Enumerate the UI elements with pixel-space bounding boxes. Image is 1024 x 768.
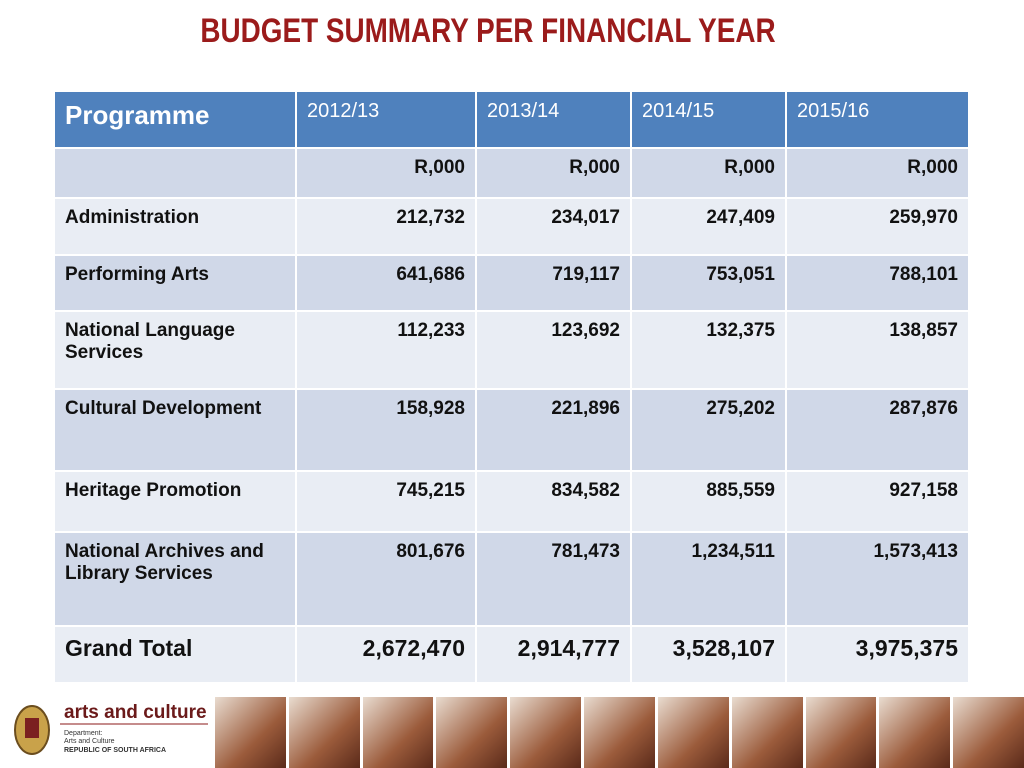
value-cell: 158,928 (295, 388, 477, 472)
table-row: Grand Total 2,672,470 2,914,777 3,528,107 3,… (53, 625, 970, 684)
value-cell: 259,970 (785, 197, 970, 256)
value-cell: 801,676 (295, 531, 477, 627)
photo (657, 697, 729, 768)
label-cell: Cultural Development (53, 388, 297, 472)
value-cell: 753,051 (630, 254, 787, 312)
header-cell: 2012/13 (295, 90, 477, 149)
value-cell: 3,528,107 (630, 625, 787, 684)
value-cell: 927,158 (785, 470, 970, 533)
label-cell: Administration (53, 197, 297, 256)
value-cell: 112,233 (295, 310, 477, 390)
label-cell: Performing Arts (53, 254, 297, 312)
table-row: Heritage Promotion 745,215 834,582 885,559 9… (53, 470, 970, 533)
table-row: National Language Services 112,233 123,692… (53, 310, 970, 390)
value-cell: 2,672,470 (295, 625, 477, 684)
table-row: Cultural Development 158,928 221,896 275,20… (53, 388, 970, 472)
photo (215, 697, 286, 768)
value-cell: 781,473 (475, 531, 632, 627)
header-cell: 2014/15 (630, 90, 787, 149)
photo (288, 697, 360, 768)
photo (584, 697, 655, 768)
value-cell: 1,573,413 (785, 531, 970, 627)
value-cell: 719,117 (475, 254, 632, 312)
value-cell: 287,876 (785, 388, 970, 472)
photo (805, 697, 877, 768)
label-cell: Grand Total (53, 625, 297, 684)
value-cell: 123,692 (475, 310, 632, 390)
brand: arts and culture (64, 702, 207, 723)
dept-line: Arts and Culture (64, 738, 115, 745)
value-cell: 275,202 (630, 388, 787, 472)
value-cell: 138,857 (785, 310, 970, 390)
dept-line: REPUBLIC OF SOUTH AFRICA (64, 747, 166, 754)
budget-table: Programme 2012/13 2013/14 2014/15 2015/16 R,… (53, 90, 970, 684)
value-cell: 234,017 (475, 197, 632, 256)
value-cell: 1,234,511 (630, 531, 787, 627)
value-cell: 212,732 (295, 197, 477, 256)
value-cell: 641,686 (295, 254, 477, 312)
table-row: R,000 R,000 R,000 R,000 (53, 147, 970, 199)
value-cell: 132,375 (630, 310, 787, 390)
label-cell: Heritage Promotion (53, 470, 297, 533)
value-cell: 221,896 (475, 388, 632, 472)
header-cell: 2013/14 (475, 90, 632, 149)
value-cell: R,000 (475, 147, 632, 199)
value-cell: 885,559 (630, 470, 787, 533)
value-cell: 247,409 (630, 197, 787, 256)
header-row: Programme 2012/13 2013/14 2014/15 2015/16 (53, 90, 970, 149)
photo (510, 697, 582, 768)
value-cell: 2,914,777 (475, 625, 632, 684)
table-row: Administration 212,732 234,017 247,409 259,9… (53, 197, 970, 256)
image-strip (215, 697, 1024, 768)
table-row: Performing Arts 641,686 719,117 753,051 788,… (53, 254, 970, 312)
value-cell: 834,582 (475, 470, 632, 533)
value-cell: 788,101 (785, 254, 970, 312)
photo (436, 697, 508, 768)
header-cell: 2015/16 (785, 90, 970, 149)
header-cell: Programme (53, 90, 297, 149)
dept-line: Department: (64, 730, 103, 737)
photo (731, 697, 803, 768)
label-cell: National Language Services (53, 310, 297, 390)
value-cell: R,000 (785, 147, 970, 199)
photo (953, 697, 1024, 768)
value-cell: R,000 (295, 147, 477, 199)
photo (879, 697, 951, 768)
value-cell: 3,975,375 (785, 625, 970, 684)
label-cell: National Archives and Library Services (53, 531, 297, 627)
value-cell: R,000 (630, 147, 787, 199)
value-cell: 745,215 (295, 470, 477, 533)
table-row: National Archives and Library Services 80… (53, 531, 970, 627)
label-cell (53, 147, 297, 199)
logo: arts and culture Department: Arts and Cu… (14, 702, 208, 755)
slide-title: BUDGET SUMMARY PER FINANCIAL YEAR (200, 12, 776, 50)
photo (362, 697, 434, 768)
